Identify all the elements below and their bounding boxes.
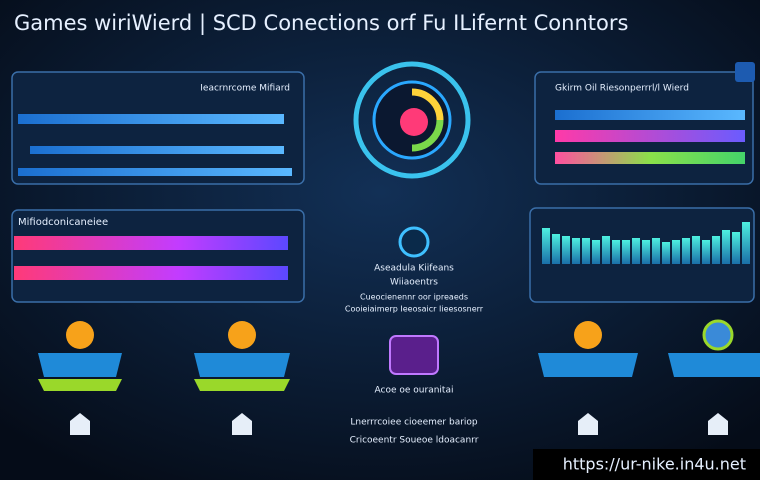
bar-panel: [529, 207, 755, 303]
center-heading: Aseadula Kiifeans: [374, 264, 454, 274]
center-line: Cooieiaimerp Ieeosaicr Iieesosnerr: [345, 305, 484, 314]
panel: [534, 62, 755, 185]
center-subheading: Wiiaoentrs: [390, 278, 438, 288]
panel-label: Ieacrnrcome Mifiard: [200, 84, 290, 94]
panel-label: Gkirm Oil Riesonperrrl/l Wierd: [555, 84, 689, 94]
center-bottom-heading: Acoe oe ouranitai: [375, 386, 454, 396]
watermark-bg: [533, 449, 760, 480]
center-bottom-line: Lnerrrcoiee cioeemer bariop: [350, 418, 478, 428]
center-icon: [398, 226, 430, 258]
badges: [38, 319, 760, 435]
app-icon: [389, 335, 439, 375]
panel-label: Mifiodconicaneiee: [18, 217, 108, 228]
center-line: Cueocienennr oor ipreaeds: [360, 293, 468, 302]
title: Games wiriWierd | SCD Conections orf Fu …: [14, 11, 628, 36]
watermark: https://ur-nike.in4u.net: [563, 455, 746, 474]
panel: [11, 209, 305, 303]
panel: [11, 71, 305, 185]
ring-icon: [353, 61, 471, 179]
center-bottom-line: Cricoeentr Soueoe ldoacanrr: [350, 436, 479, 446]
